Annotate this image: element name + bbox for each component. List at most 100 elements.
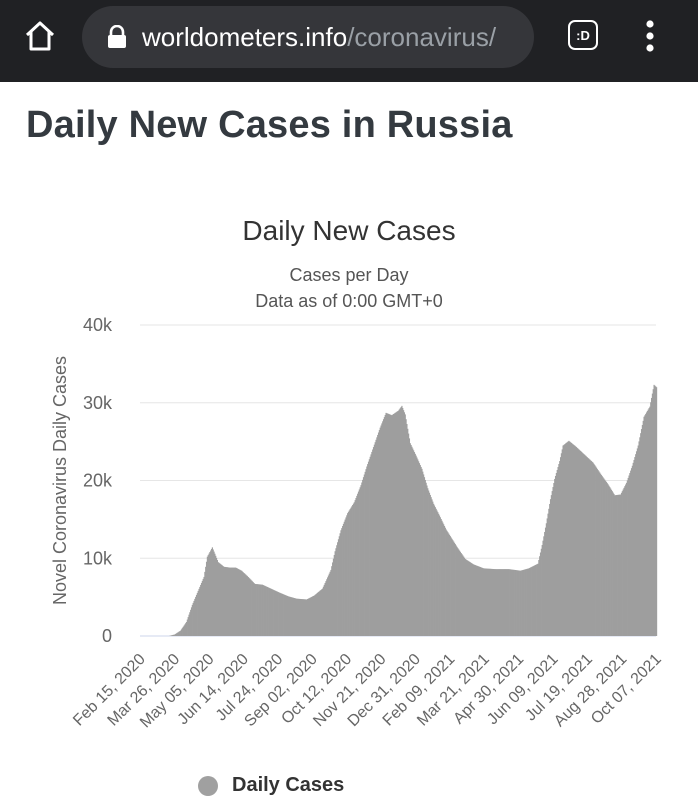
daily-case-bar (426, 485, 428, 636)
daily-case-bar (327, 575, 330, 636)
daily-case-bar (469, 562, 471, 636)
daily-case-bar (225, 567, 227, 636)
daily-case-bar (203, 576, 205, 636)
daily-case-bar (303, 599, 305, 636)
daily-case-bar (221, 565, 224, 636)
daily-case-bar (398, 410, 400, 636)
home-button[interactable] (22, 18, 58, 54)
daily-case-bar (429, 494, 431, 636)
daily-case-bar (489, 568, 491, 636)
daily-case-bar (346, 515, 348, 636)
daily-case-bar (572, 444, 574, 636)
url-host: worldometers.info (142, 21, 348, 52)
daily-case-bar (208, 553, 210, 636)
daily-case-bar (276, 591, 278, 636)
daily-case-bar (205, 561, 208, 636)
daily-case-bar (239, 569, 241, 636)
daily-case-bar (540, 548, 542, 636)
daily-case-bar (369, 456, 371, 636)
address-bar[interactable]: worldometers.info/coronavirus/ (82, 6, 534, 68)
daily-case-bar (514, 570, 517, 636)
daily-case-bar (621, 491, 623, 636)
daily-case-bar (200, 584, 202, 636)
daily-case-bar (643, 416, 645, 636)
daily-case-bar (235, 567, 237, 636)
daily-case-bar (362, 479, 364, 636)
daily-case-bar (526, 568, 528, 636)
daily-case-bar (549, 503, 551, 636)
daily-case-bar (476, 565, 478, 636)
daily-case-bar (563, 444, 565, 636)
daily-case-bar (389, 414, 391, 636)
daily-case-bar (180, 630, 182, 636)
daily-case-bar (596, 468, 598, 636)
daily-case-bar (392, 414, 395, 636)
daily-case-bar (468, 561, 470, 636)
daily-case-bar (575, 446, 577, 636)
y-tick-label: 30k (83, 393, 113, 413)
daily-case-bar (514, 569, 516, 636)
daily-case-bar (205, 566, 207, 636)
daily-case-bar (245, 574, 247, 636)
daily-case-bar (397, 411, 399, 636)
daily-case-bar (175, 633, 178, 636)
daily-case-bar (332, 558, 335, 636)
daily-case-bar (368, 459, 370, 636)
daily-case-bar (413, 450, 415, 636)
daily-case-bar (534, 565, 536, 636)
daily-case-bar (447, 532, 449, 636)
legend-marker (198, 775, 218, 796)
daily-case-bar (280, 593, 282, 636)
daily-case-bar (294, 598, 296, 636)
url-text[interactable]: worldometers.info/coronavirus/ (142, 22, 522, 53)
daily-case-bar (324, 582, 326, 636)
daily-case-bar (394, 412, 396, 636)
daily-case-bar (642, 420, 644, 636)
daily-case-bar (491, 568, 493, 636)
y-tick-label: 40k (83, 315, 113, 335)
daily-case-bar (443, 524, 445, 636)
daily-case-bar (332, 562, 334, 636)
daily-case-bar (428, 492, 431, 636)
daily-case-bar (248, 577, 250, 636)
daily-case-bar (376, 437, 378, 636)
daily-case-bar (385, 412, 387, 636)
daily-case-bar (524, 569, 526, 636)
daily-case-bar (347, 511, 350, 636)
daily-case-bar (511, 569, 513, 636)
daily-case-bar (568, 440, 570, 636)
daily-case-bar (544, 527, 547, 636)
daily-case-bar (230, 567, 232, 636)
browser-toolbar: worldometers.info/coronavirus/ :D (0, 0, 698, 82)
daily-case-bar (522, 569, 524, 636)
daily-case-bar (366, 466, 368, 636)
daily-case-bar (485, 568, 487, 636)
daily-case-bar (305, 599, 307, 636)
daily-case-bar (421, 468, 423, 636)
daily-case-bar (467, 560, 469, 636)
daily-case-bar (383, 417, 385, 636)
daily-case-bar (293, 597, 295, 636)
daily-case-bar (432, 501, 434, 636)
daily-case-bar (226, 567, 228, 636)
daily-case-bar (333, 554, 335, 636)
daily-case-bar (224, 566, 226, 636)
daily-case-bar (382, 421, 384, 636)
daily-case-bar (201, 580, 203, 636)
more-vert-icon (646, 20, 654, 52)
menu-button[interactable] (638, 18, 662, 54)
legend-item[interactable]: Daily Cases (198, 774, 344, 797)
daily-case-bar (359, 487, 361, 636)
daily-case-bar (504, 569, 506, 636)
daily-case-bar (516, 570, 518, 636)
daily-case-bar (566, 442, 568, 636)
daily-case-bar (606, 483, 608, 636)
daily-case-bar (610, 489, 613, 636)
daily-case-bar (625, 482, 628, 636)
daily-case-bar (615, 495, 618, 636)
daily-case-bar (539, 556, 541, 636)
daily-case-bar (503, 569, 505, 636)
daily-case-bar (261, 584, 264, 636)
extension-button[interactable]: :D (568, 20, 598, 50)
daily-case-bar (190, 607, 193, 636)
